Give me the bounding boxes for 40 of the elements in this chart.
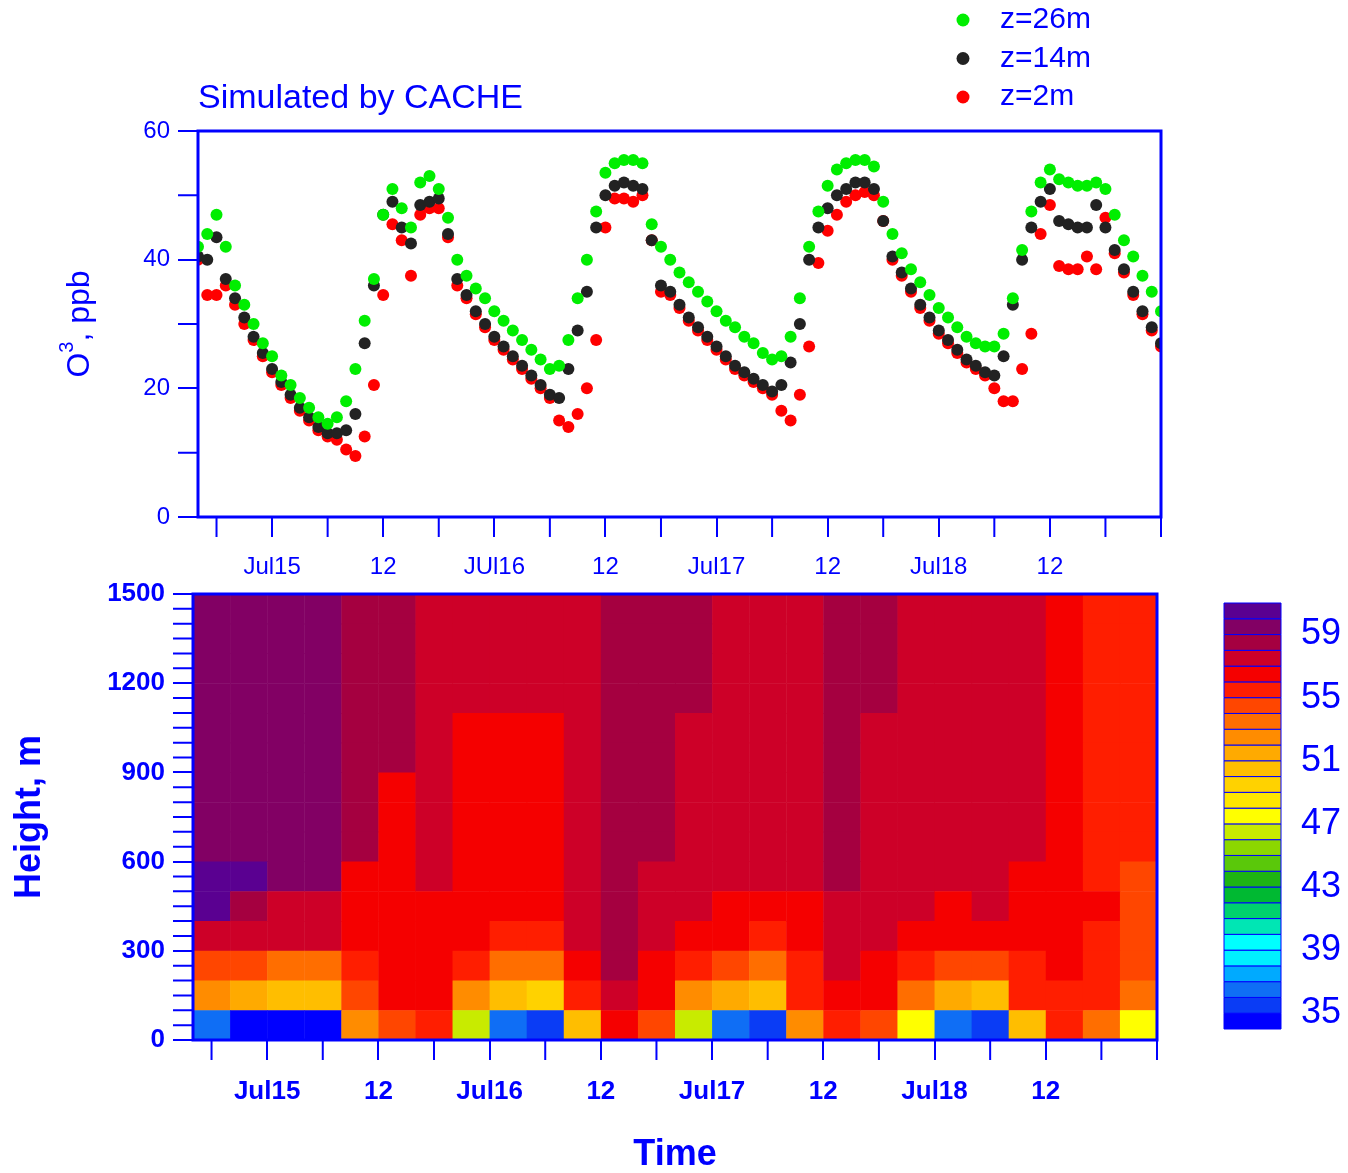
y-tick-label: 900 [121, 755, 165, 786]
x-tick-label: Jul16 [456, 1074, 523, 1105]
color-bar-label: 55 [1300, 674, 1342, 716]
x-tick-label: 12 [1036, 552, 1064, 580]
color-bar-label: 59 [1300, 611, 1342, 653]
y-tick-label: 300 [121, 933, 165, 964]
x-tick-label: 12 [363, 1074, 393, 1105]
y-tick-label: 0 [156, 501, 170, 529]
color-bar-label: 39 [1300, 927, 1342, 969]
x-tick-label: Jul15 [243, 552, 301, 580]
legend-label: z=14m [1000, 39, 1091, 73]
y-axis-title: O3, ppb [55, 270, 96, 378]
y-tick-label: 600 [121, 844, 165, 875]
x-tick-label: 12 [369, 552, 397, 580]
x-tick-label: Jul17 [678, 1074, 746, 1105]
x-tick-label: Jul18 [901, 1074, 968, 1105]
color-bar-label: 43 [1300, 863, 1342, 905]
chart-title: Simulated by CACHE [198, 77, 524, 116]
y-tick-label: 20 [143, 372, 170, 400]
y-tick-label: 1500 [107, 577, 165, 608]
color-bar-label: 35 [1300, 990, 1342, 1032]
y-tick-label: 40 [143, 244, 170, 272]
color-bar-label: 47 [1300, 800, 1342, 842]
legend-label: z=2m [1000, 78, 1075, 112]
x-tick-label: Jul17 [687, 552, 746, 580]
y-axis-title: Height, m [6, 734, 48, 899]
y-tick-label: 1200 [107, 666, 165, 697]
legend-label: z=26m [1000, 1, 1091, 35]
x-axis-title: Time [633, 1131, 717, 1173]
x-tick-label: JUl16 [463, 552, 525, 580]
x-tick-label: 12 [814, 552, 842, 580]
y-tick-label: 0 [150, 1023, 165, 1054]
x-tick-label: 12 [586, 1074, 616, 1105]
x-tick-label: 12 [592, 552, 619, 580]
x-tick-label: Jul18 [910, 552, 968, 580]
y-tick-label: 60 [143, 115, 170, 143]
x-tick-label: Jul15 [233, 1074, 301, 1105]
color-bar-label: 51 [1300, 737, 1342, 779]
x-tick-label: 12 [808, 1074, 838, 1105]
x-tick-label: 12 [1031, 1074, 1061, 1105]
